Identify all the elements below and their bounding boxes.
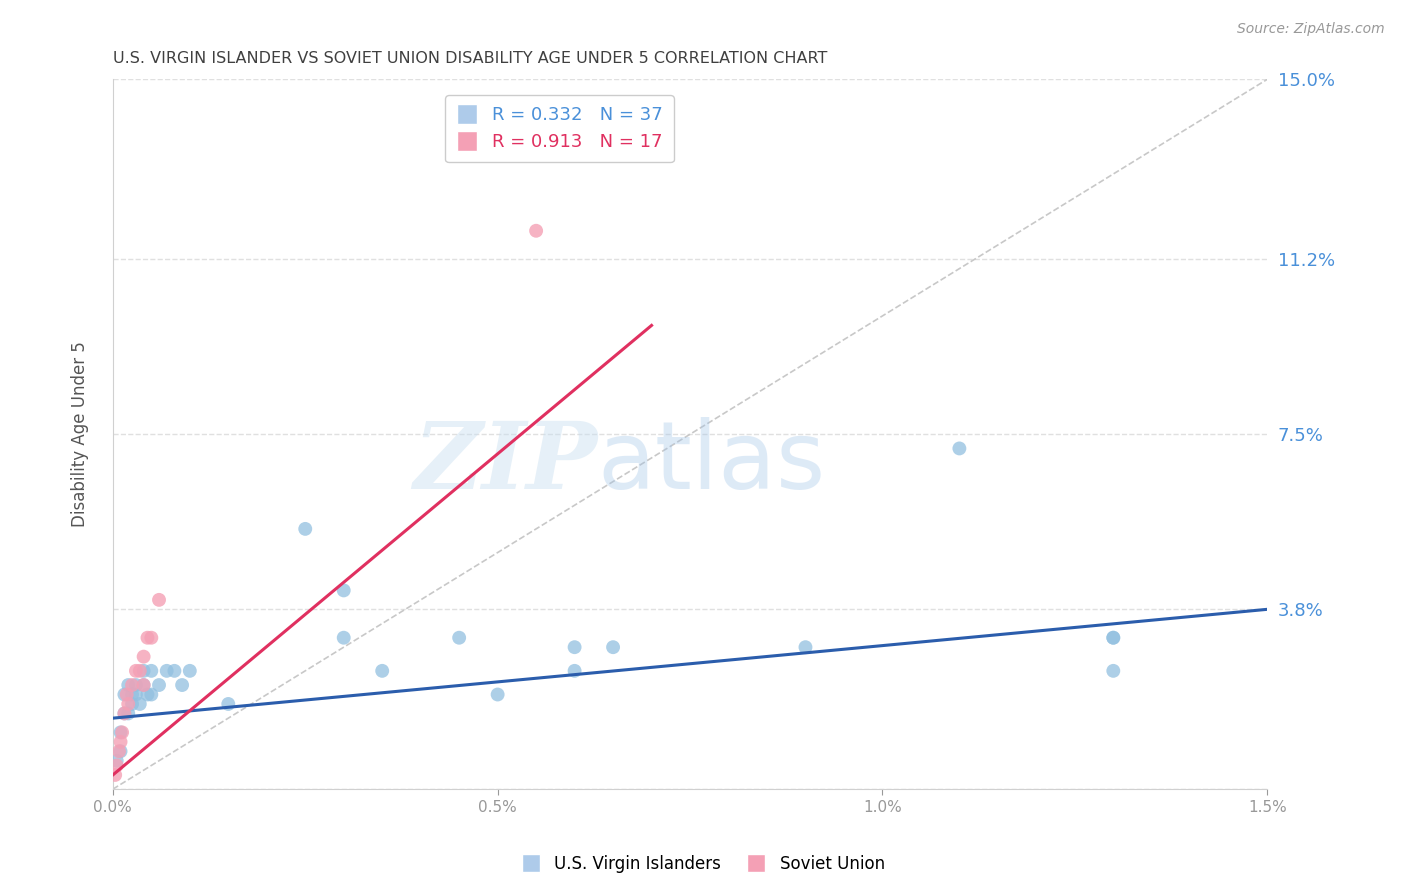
- Point: [148, 678, 170, 692]
- Point: [111, 725, 134, 739]
- Point: [602, 640, 624, 655]
- Text: atlas: atlas: [598, 417, 825, 508]
- Point: [110, 744, 132, 758]
- Point: [1102, 631, 1125, 645]
- Point: [172, 678, 194, 692]
- Point: [794, 640, 817, 655]
- Point: [136, 631, 159, 645]
- Point: [108, 744, 131, 758]
- Legend: R = 0.332   N = 37, R = 0.913   N = 17: R = 0.332 N = 37, R = 0.913 N = 17: [446, 95, 673, 162]
- Point: [112, 688, 135, 702]
- Point: [564, 664, 586, 678]
- Point: [110, 725, 132, 739]
- Point: [117, 706, 139, 721]
- Y-axis label: Disability Age Under 5: Disability Age Under 5: [72, 342, 89, 527]
- Point: [179, 664, 201, 678]
- Point: [105, 754, 128, 768]
- Point: [449, 631, 471, 645]
- Point: [564, 640, 586, 655]
- Point: [121, 697, 143, 711]
- Point: [132, 649, 155, 664]
- Point: [115, 688, 138, 702]
- Point: [105, 758, 128, 772]
- Point: [125, 688, 148, 702]
- Text: ZIP: ZIP: [413, 417, 598, 508]
- Text: U.S. VIRGIN ISLANDER VS SOVIET UNION DISABILITY AGE UNDER 5 CORRELATION CHART: U.S. VIRGIN ISLANDER VS SOVIET UNION DIS…: [112, 51, 827, 66]
- Point: [948, 442, 970, 456]
- Point: [524, 224, 547, 238]
- Point: [125, 678, 148, 692]
- Point: [136, 688, 159, 702]
- Point: [141, 664, 163, 678]
- Point: [110, 735, 132, 749]
- Point: [117, 697, 139, 711]
- Point: [128, 697, 150, 711]
- Point: [125, 664, 148, 678]
- Point: [486, 688, 509, 702]
- Point: [163, 664, 186, 678]
- Point: [112, 706, 135, 721]
- Point: [156, 664, 179, 678]
- Point: [294, 522, 316, 536]
- Point: [148, 592, 170, 607]
- Point: [217, 697, 239, 711]
- Point: [371, 664, 394, 678]
- Point: [132, 678, 155, 692]
- Point: [332, 583, 354, 598]
- Point: [104, 768, 127, 782]
- Point: [112, 706, 135, 721]
- Point: [128, 664, 150, 678]
- Point: [132, 678, 155, 692]
- Point: [332, 631, 354, 645]
- Legend: U.S. Virgin Islanders, Soviet Union: U.S. Virgin Islanders, Soviet Union: [515, 848, 891, 880]
- Point: [141, 688, 163, 702]
- Point: [117, 678, 139, 692]
- Point: [121, 688, 143, 702]
- Point: [1102, 664, 1125, 678]
- Point: [121, 678, 143, 692]
- Point: [1102, 631, 1125, 645]
- Text: Source: ZipAtlas.com: Source: ZipAtlas.com: [1237, 22, 1385, 37]
- Point: [141, 631, 163, 645]
- Point: [132, 664, 155, 678]
